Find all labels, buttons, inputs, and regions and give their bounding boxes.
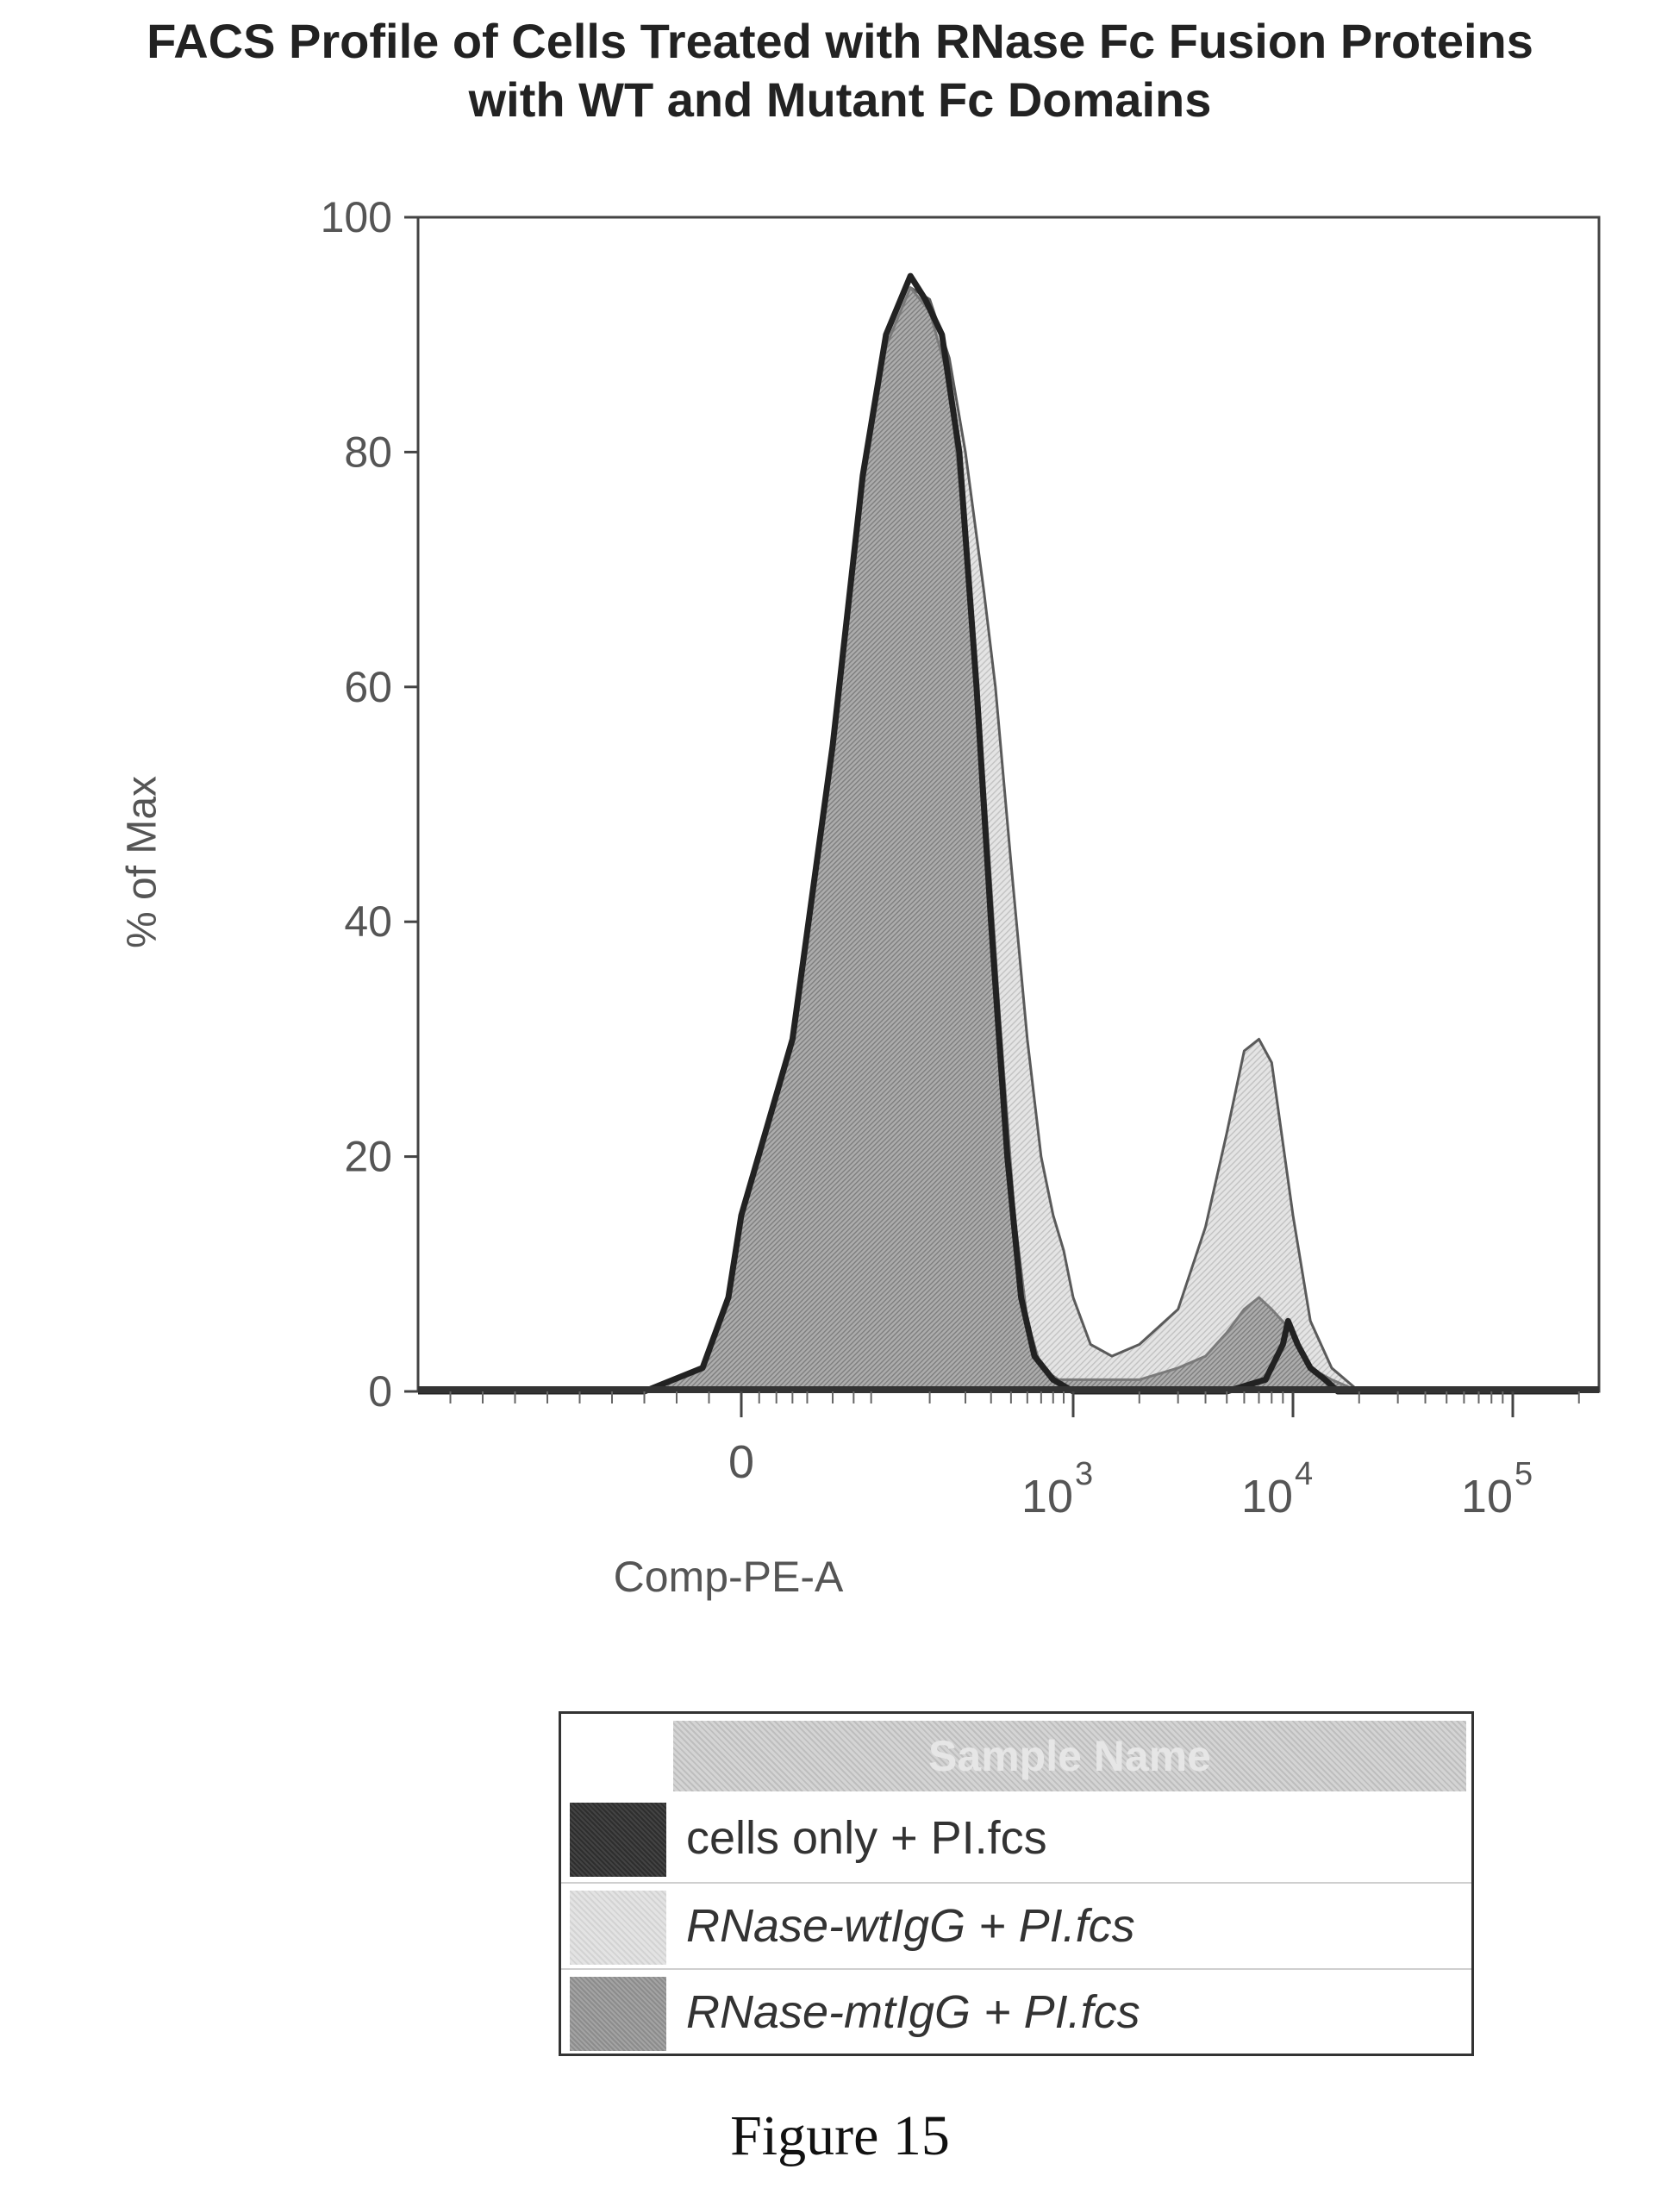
series-cells-only-line (418, 272, 1579, 1395)
legend-item-label: RNase-wtIgG + PI.fcs (686, 1900, 1135, 1952)
legend-header: Sample Name (673, 1721, 1466, 1791)
chart-title: FACS Profile of Cells Treated with RNase… (0, 12, 1680, 129)
x-tick-label: 0 (728, 1436, 754, 1488)
x-tick-label: 10 (1021, 1471, 1073, 1522)
legend-swatch-medium (570, 1977, 666, 2051)
legend-item: cells only + PI.fcs (561, 1796, 1471, 1882)
legend-item-label: RNase-mtIgG + PI.fcs (686, 1986, 1140, 2038)
legend-item: RNase-mtIgG + PI.fcs (561, 1968, 1471, 2056)
x-tick-exponent: 5 (1514, 1456, 1533, 1492)
y-tick-label: 80 (344, 428, 392, 476)
x-tick-exponent: 4 (1295, 1456, 1313, 1492)
series-layer (416, 272, 1599, 1395)
x-axis-label: Comp-PE-A (613, 1553, 844, 1601)
y-tick-label: 20 (344, 1133, 392, 1181)
legend-swatch-dark (570, 1803, 666, 1877)
legend-swatch-light (570, 1891, 666, 1965)
legend-item: RNase-wtIgG + PI.fcs (561, 1882, 1471, 1970)
chart-title-line-1: FACS Profile of Cells Treated with RNase… (147, 14, 1533, 68)
chart-title-line-2: with WT and Mutant Fc Domains (468, 72, 1212, 127)
x-tick-exponent: 3 (1075, 1456, 1093, 1492)
y-tick-label: 60 (344, 663, 392, 711)
legend: Sample Name cells only + PI.fcs RNase-wt… (559, 1711, 1474, 2056)
figure-caption: Figure 15 (730, 2104, 950, 2167)
x-axis: 010 3 10 4 10 5 (449, 1391, 1580, 1522)
y-axis: 0 20 40 60 80 100 (321, 193, 418, 1416)
y-tick-label: 100 (321, 193, 392, 241)
x-tick-label: 10 (1241, 1471, 1293, 1522)
y-tick-label: 0 (368, 1367, 392, 1416)
legend-item-label: cells only + PI.fcs (686, 1812, 1047, 1864)
y-tick-label: 40 (344, 897, 392, 946)
x-tick-label: 10 (1461, 1471, 1513, 1522)
y-axis-label: % of Max (119, 775, 166, 949)
